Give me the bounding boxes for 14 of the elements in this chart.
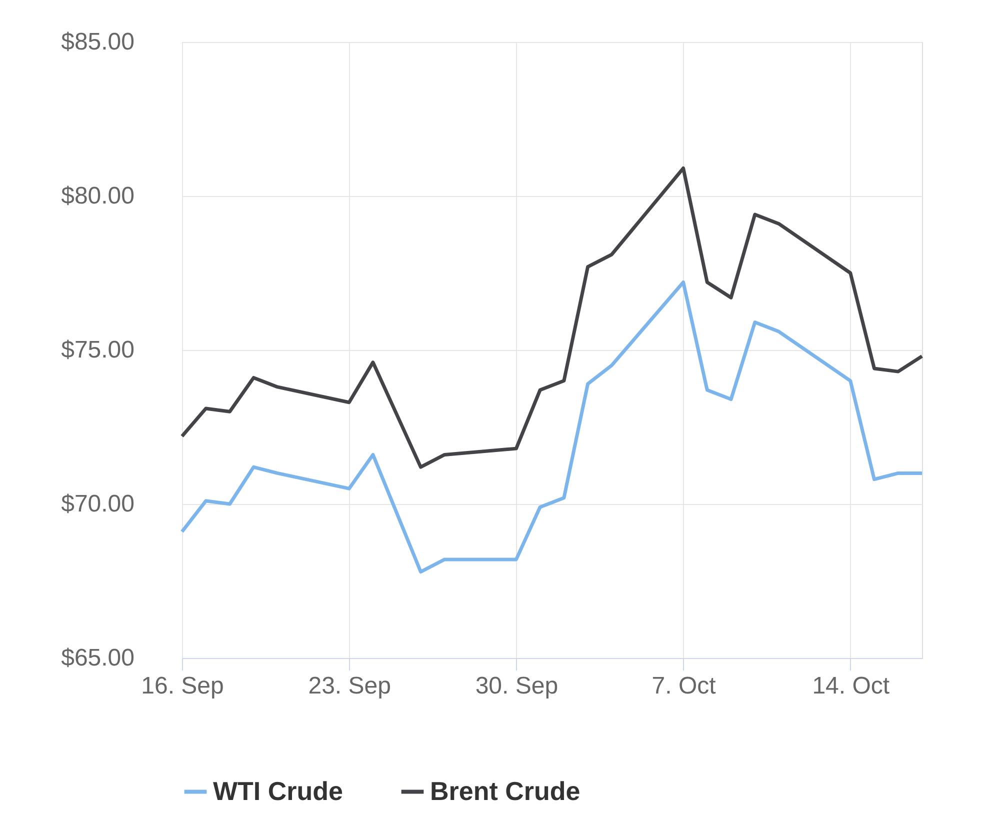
y-tick-label: $65.00 xyxy=(61,644,134,672)
x-tick-label: 30. Sep xyxy=(475,672,558,700)
y-tick-label: $85.00 xyxy=(61,28,134,56)
line-series xyxy=(180,280,924,574)
y-tick-label: $75.00 xyxy=(61,336,134,364)
y-tick-label: $80.00 xyxy=(61,182,134,210)
x-tick-label: 7. Oct xyxy=(652,672,716,700)
legend-label: WTI Crude xyxy=(213,776,343,806)
x-tick-label: 14. Oct xyxy=(812,672,890,700)
line-series xyxy=(180,166,924,469)
x-tick-label: 16. Sep xyxy=(141,672,224,700)
x-tick-label: 23. Sep xyxy=(308,672,391,700)
legend-label: Brent Crude xyxy=(430,776,580,806)
y-tick-label: $70.00 xyxy=(61,490,134,518)
